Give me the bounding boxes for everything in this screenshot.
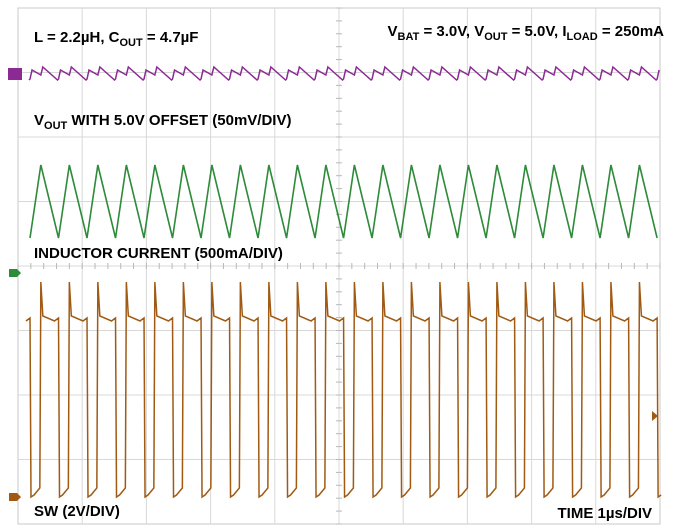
time-scale-label: TIME 1µs/DIV	[558, 505, 653, 522]
sw-trace	[25, 281, 662, 499]
conditions-left-label: L = 2.2µH, COUT = 4.7µF	[34, 29, 198, 49]
sw-channel-label: SW (2V/DIV)	[34, 503, 120, 520]
vout-channel-label: VOUT WITH 5.0V OFFSET (50mV/DIV)	[34, 112, 291, 132]
inductor-channel-label: INDUCTOR CURRENT (500mA/DIV)	[34, 245, 283, 262]
vout-channel-marker	[8, 68, 22, 80]
sw-channel-marker	[9, 493, 21, 501]
traces	[25, 65, 662, 499]
conditions-right-label: VBAT = 3.0V, VOUT = 5.0V, ILOAD = 250mA	[387, 23, 664, 43]
grid	[17, 7, 661, 525]
vout-trace	[28, 65, 660, 82]
inductor-channel-marker	[9, 269, 21, 277]
trigger-level-marker	[652, 411, 658, 421]
channel-markers	[8, 68, 658, 501]
inductor-current-trace	[29, 164, 658, 239]
